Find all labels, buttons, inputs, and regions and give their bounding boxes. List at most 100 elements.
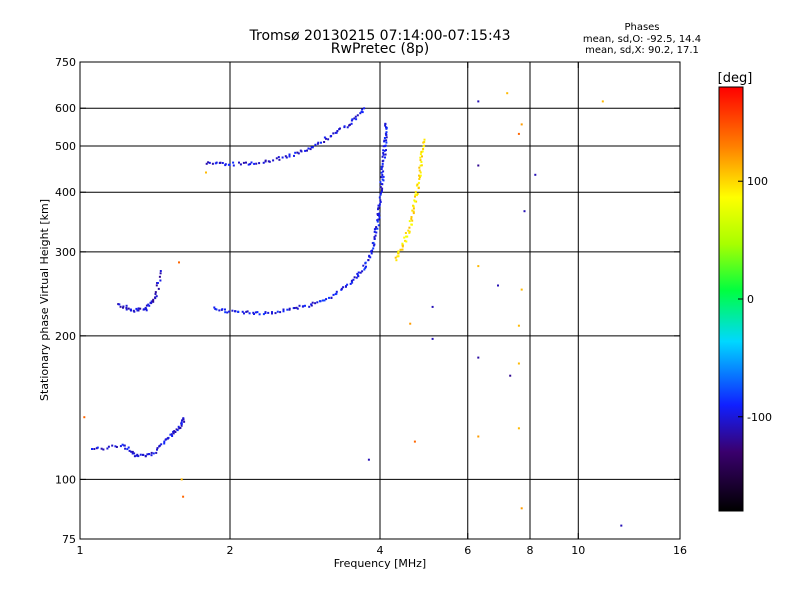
trace-point [378, 204, 381, 207]
y-tick-label: 500 [55, 140, 76, 153]
trace-point [152, 298, 155, 301]
trace-point [373, 236, 376, 239]
trace-point [417, 181, 420, 184]
trace-point [272, 159, 275, 162]
x-tick-label: 8 [527, 544, 534, 557]
trace-point [411, 209, 414, 212]
trace-point [139, 453, 142, 456]
trace-point [408, 231, 411, 234]
trace-point [380, 183, 383, 186]
trace-point [404, 232, 407, 234]
trace-point [422, 148, 425, 150]
trace-point [288, 153, 291, 156]
trace-point [340, 287, 343, 290]
trace-point [119, 445, 122, 448]
x-tick-label: 6 [464, 544, 471, 557]
y-tick-label: 100 [55, 473, 76, 486]
scatter-point [477, 265, 480, 268]
trace-point [381, 187, 384, 190]
trace-point [214, 308, 217, 310]
trace-point [383, 137, 386, 139]
trace-point [378, 212, 381, 215]
trace-point [308, 305, 311, 308]
trace-point [248, 312, 251, 315]
trace-point [135, 307, 138, 310]
trace-point [416, 183, 419, 186]
trace-point [418, 178, 421, 180]
phases-o-line: mean, sd,O: -92.5, 14.4 [583, 34, 701, 45]
y-tick-label: 750 [55, 56, 76, 69]
trace-point [136, 453, 139, 456]
trace-point [262, 313, 265, 316]
trace-point [136, 309, 139, 312]
trace-point [419, 164, 422, 167]
trace-point [119, 305, 122, 308]
trace-point [385, 134, 388, 136]
trace-point [374, 234, 377, 237]
trace-point [381, 165, 384, 168]
trace-point [321, 299, 324, 302]
trace-point [125, 304, 128, 307]
trace-point [288, 155, 291, 158]
trace-point [271, 312, 273, 315]
trace-point [360, 110, 363, 113]
trace-point [154, 291, 157, 294]
trace-point [268, 160, 271, 163]
trace-point [323, 299, 326, 302]
scatter-point [520, 288, 523, 291]
scatter-point [180, 478, 183, 481]
trace-point [139, 307, 142, 310]
trace-point [372, 241, 375, 244]
trace-point [373, 230, 376, 233]
trace-point [412, 204, 414, 207]
x-tick-label: 4 [377, 544, 384, 557]
trace-point [408, 226, 411, 229]
trace-point [142, 453, 145, 456]
trace-point [239, 163, 242, 166]
trace-point [380, 168, 383, 171]
scatter-point [506, 92, 509, 95]
trace-point [410, 216, 413, 218]
trace-point [350, 122, 353, 125]
trace-point [183, 420, 186, 423]
trace-point [285, 156, 288, 159]
trace-point [258, 162, 261, 165]
trace-point [320, 141, 322, 144]
y-tick-label: 75 [62, 533, 76, 546]
trace-point [219, 161, 222, 164]
trace-point [296, 151, 299, 154]
trace-point [126, 448, 129, 451]
chart-subtitle: RwPretec (8p) [331, 41, 429, 57]
scatter-point [431, 305, 434, 308]
trace-point [377, 224, 380, 227]
trace-point [420, 150, 423, 153]
trace-point [304, 304, 306, 307]
trace-point [384, 156, 386, 159]
trace-point [401, 244, 404, 247]
trace-point [356, 114, 359, 117]
trace-point [378, 214, 380, 217]
trace-point [123, 444, 126, 447]
trace-point [382, 153, 385, 156]
x-axis-label: Frequency [MHz] [334, 557, 426, 570]
scatter-point [182, 495, 185, 498]
trace-point [306, 149, 308, 152]
trace-point [310, 146, 313, 149]
trace-point [231, 309, 234, 312]
trace-point [370, 250, 372, 253]
x-tick-label: 1 [77, 544, 84, 557]
trace-point [213, 306, 216, 309]
scatter-point [83, 416, 86, 419]
trace-point [359, 271, 362, 274]
trace-point [377, 204, 380, 207]
x-tick-label: 16 [673, 544, 687, 557]
trace-point [382, 145, 385, 148]
trace-point [151, 300, 154, 303]
trace-point [170, 433, 173, 436]
trace-point [114, 445, 117, 448]
scatter-point [413, 440, 416, 443]
trace-point [310, 303, 313, 306]
trace-point [115, 446, 118, 448]
trace-point [378, 203, 381, 206]
